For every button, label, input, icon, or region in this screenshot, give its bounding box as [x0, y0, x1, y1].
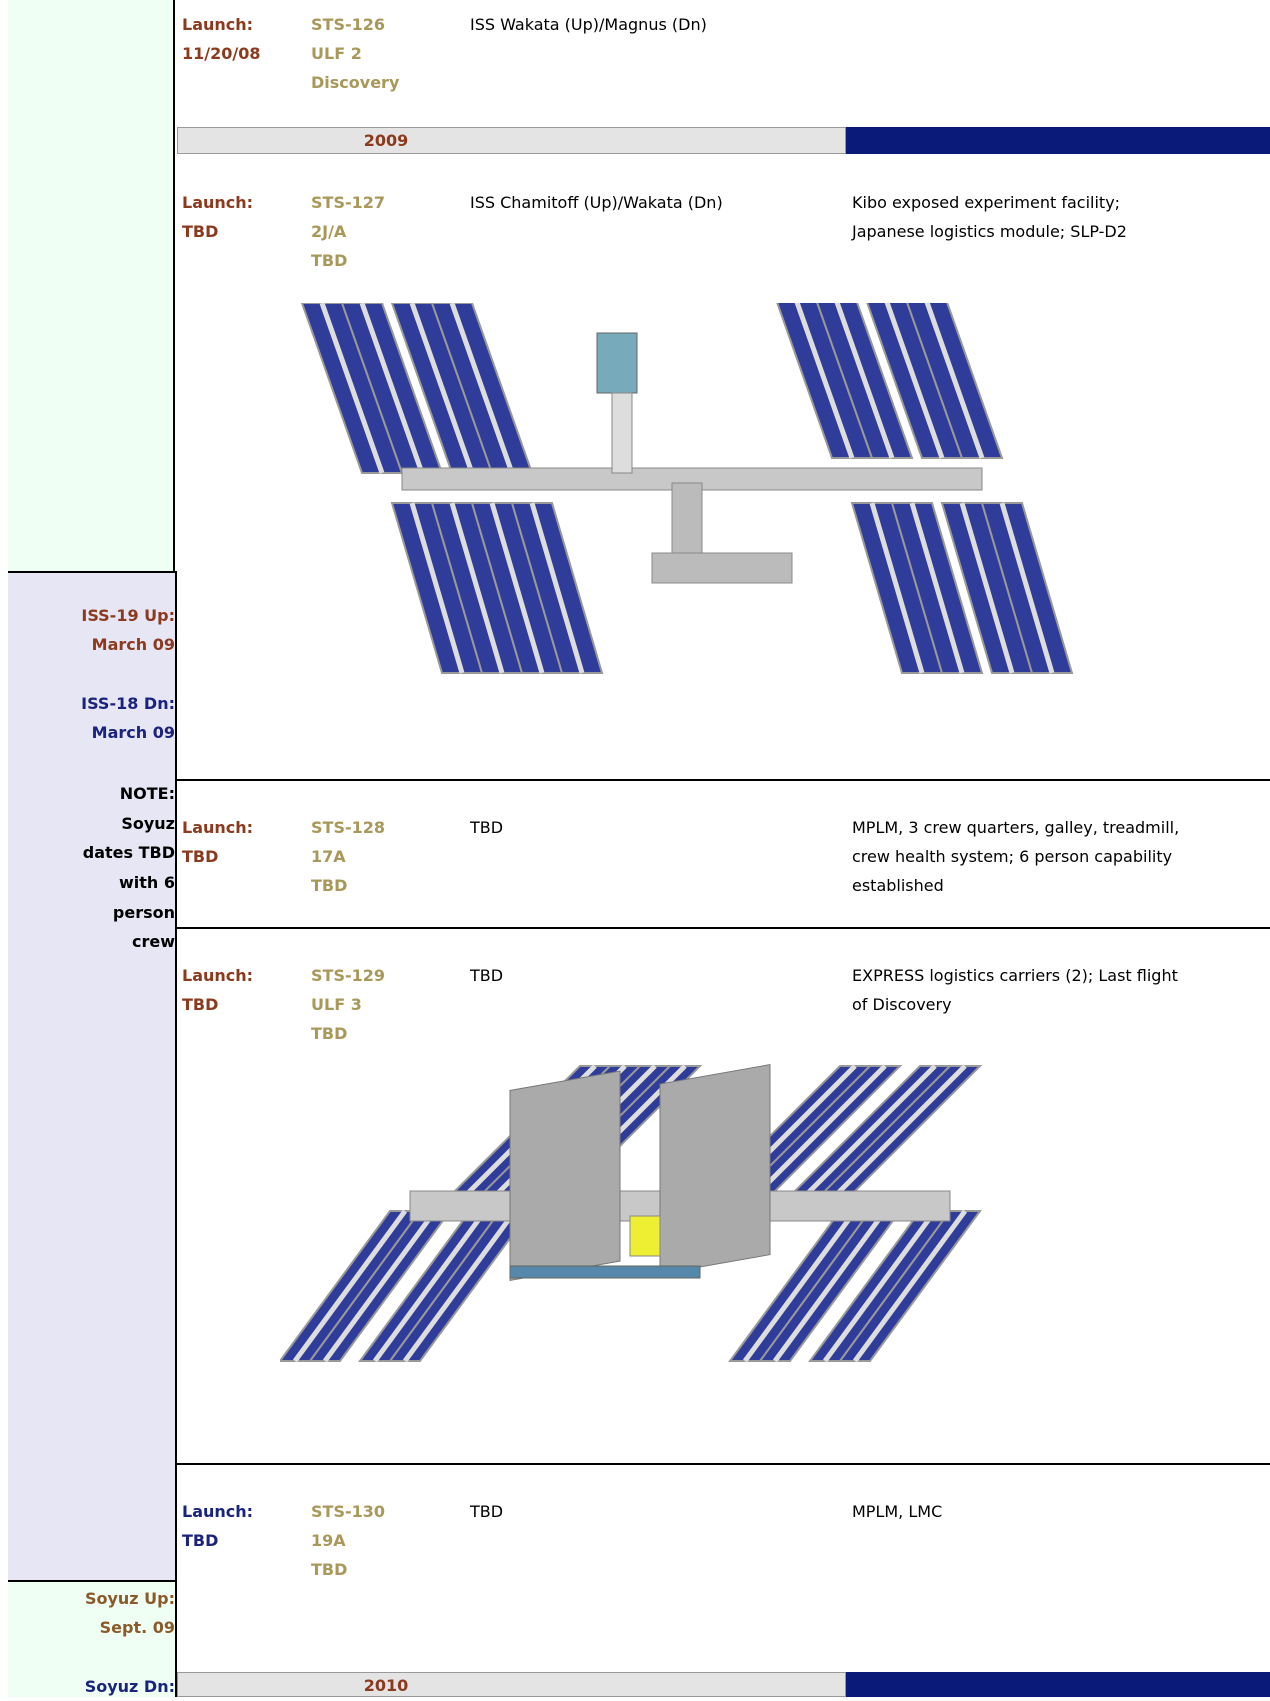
note-line: March 09 [92, 718, 175, 747]
mission-line: 17A [311, 842, 346, 871]
launch-label: Launch: [182, 813, 253, 842]
crew: TBD [470, 1497, 503, 1526]
note-line: ISS-18 Dn: [81, 689, 175, 718]
payload: MPLM, 3 crew quarters, galley, treadmill… [852, 813, 1192, 900]
payload: EXPRESS logistics carriers (2); Last fli… [852, 961, 1192, 1019]
crew: TBD [470, 813, 503, 842]
note-line: NOTE: [120, 779, 175, 808]
year-label: 2009 [336, 126, 436, 155]
station-part [612, 393, 632, 473]
note-line: crew [132, 927, 175, 956]
mission-line: STS-127 [311, 188, 385, 217]
note-line: Soyuz Up: [85, 1584, 175, 1613]
mission-line: TBD [311, 1555, 347, 1584]
station-image [292, 303, 1162, 738]
mission-line: ULF 2 [311, 39, 362, 68]
mission-line: 19A [311, 1526, 346, 1555]
station-part [510, 1266, 700, 1278]
note-line: dates TBD [83, 838, 175, 867]
note-line: person [113, 898, 175, 927]
note-line: with 6 [119, 868, 175, 897]
note-line: March 09 [92, 630, 175, 659]
note-line: Sept. 09 [100, 1613, 175, 1642]
note-line: Soyuz [121, 809, 175, 838]
row-divider [177, 779, 1270, 781]
station-part [630, 1216, 660, 1256]
year-label: 2010 [336, 1671, 436, 1700]
year-header-band [846, 127, 1270, 154]
station-part [660, 1065, 770, 1274]
mission-line: STS-129 [311, 961, 385, 990]
mission-line: ULF 3 [311, 990, 362, 1019]
payload: MPLM, LMC [852, 1497, 1192, 1526]
launch-date: TBD [182, 990, 218, 1019]
station-part [652, 553, 792, 583]
crew: ISS Chamitoff (Up)/Wakata (Dn) [470, 188, 723, 217]
mission-line: 2J/A [311, 217, 346, 246]
station-part [597, 333, 637, 393]
left-cell [0, 0, 175, 571]
year-header [177, 1672, 846, 1697]
page: ISS-19 Up: March 09 ISS-18 Dn: March 09 … [0, 0, 1270, 1697]
mission-line: TBD [311, 871, 347, 900]
mission-line: STS-128 [311, 813, 385, 842]
station-image [280, 1061, 1170, 1451]
crew: TBD [470, 961, 503, 990]
launch-date: TBD [182, 1526, 218, 1555]
launch-date: TBD [182, 217, 218, 246]
mission-line: TBD [311, 1019, 347, 1048]
launch-label: Launch: [182, 961, 253, 990]
launch-date: 11/20/08 [182, 39, 260, 68]
note-line: ISS-19 Up: [81, 601, 175, 630]
year-header-band [846, 1672, 1270, 1697]
row-divider [177, 927, 1270, 929]
mission-line: STS-126 [311, 10, 385, 39]
payload: Kibo exposed experiment facility; Japane… [852, 188, 1192, 246]
mission-line: STS-130 [311, 1497, 385, 1526]
launch-label: Launch: [182, 10, 253, 39]
launch-label: Launch: [182, 188, 253, 217]
launch-label: Launch: [182, 1497, 253, 1526]
crew: ISS Wakata (Up)/Magnus (Dn) [470, 10, 707, 39]
mission-line: Discovery [311, 68, 399, 97]
station-part [510, 1071, 620, 1280]
year-header [177, 127, 846, 154]
mission-line: TBD [311, 246, 347, 275]
row-divider [177, 1463, 1270, 1465]
launch-date: TBD [182, 842, 218, 871]
